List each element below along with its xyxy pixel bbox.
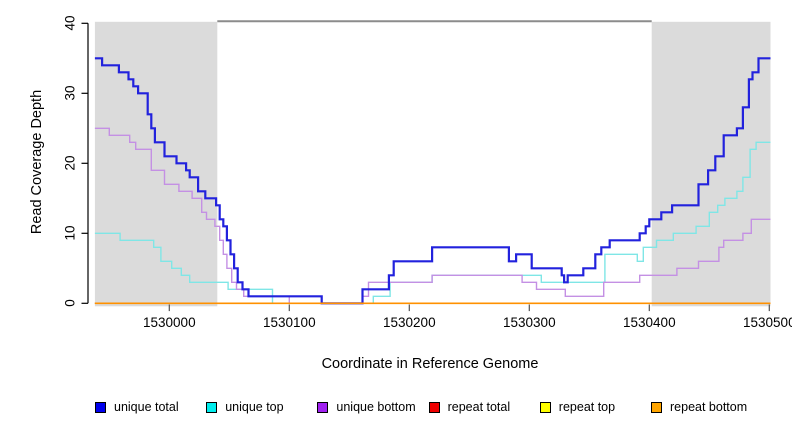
legend-item-unique-total: unique total bbox=[95, 400, 179, 414]
series-unique-top bbox=[94, 141, 771, 304]
series-unique-bottom bbox=[94, 127, 771, 304]
legend-item-unique-bottom: unique bottom bbox=[317, 400, 416, 414]
x-tick-label: 1530500 bbox=[743, 315, 792, 330]
x-tick-label: 1530000 bbox=[143, 315, 196, 330]
x-axis-title: Coordinate in Reference Genome bbox=[321, 356, 539, 372]
y-tick-label: 10 bbox=[62, 225, 78, 241]
legend-item-repeat-bottom: repeat bottom bbox=[651, 400, 747, 414]
x-tick-label: 1530100 bbox=[263, 315, 316, 330]
y-tick-label: 20 bbox=[62, 155, 78, 171]
legend-swatch-icon bbox=[539, 401, 551, 413]
legend-label: unique bottom bbox=[336, 400, 416, 414]
y-tick-label: 40 bbox=[62, 15, 78, 31]
legend-label: repeat total bbox=[447, 400, 511, 414]
legend-swatch-icon bbox=[206, 401, 218, 413]
legend-label: unique top bbox=[225, 400, 284, 414]
y-tick-label: 30 bbox=[62, 85, 78, 101]
legend-label: repeat top bbox=[558, 400, 616, 414]
legend-swatch-icon bbox=[428, 401, 440, 413]
series-unique-total bbox=[94, 57, 771, 305]
shaded-region bbox=[651, 21, 771, 307]
legend-swatch-icon bbox=[317, 401, 329, 413]
legend-label: repeat bottom bbox=[670, 400, 748, 414]
legend-item-unique-top: unique top bbox=[206, 400, 284, 414]
x-tick-label: 1530300 bbox=[503, 315, 556, 330]
y-axis-title: Read Coverage Depth bbox=[29, 89, 45, 235]
y-tick-label: 0 bbox=[62, 299, 78, 308]
shaded-region bbox=[94, 21, 218, 307]
legend-label: unique total bbox=[114, 400, 179, 414]
legend-item-repeat-total: repeat total bbox=[428, 400, 511, 414]
legend-swatch-icon bbox=[95, 401, 106, 413]
legend-swatch-icon bbox=[651, 401, 662, 413]
x-tick-label: 1530200 bbox=[383, 315, 436, 330]
legend-item-repeat-top: repeat top bbox=[539, 400, 616, 414]
x-tick-label: 1530400 bbox=[623, 315, 676, 330]
